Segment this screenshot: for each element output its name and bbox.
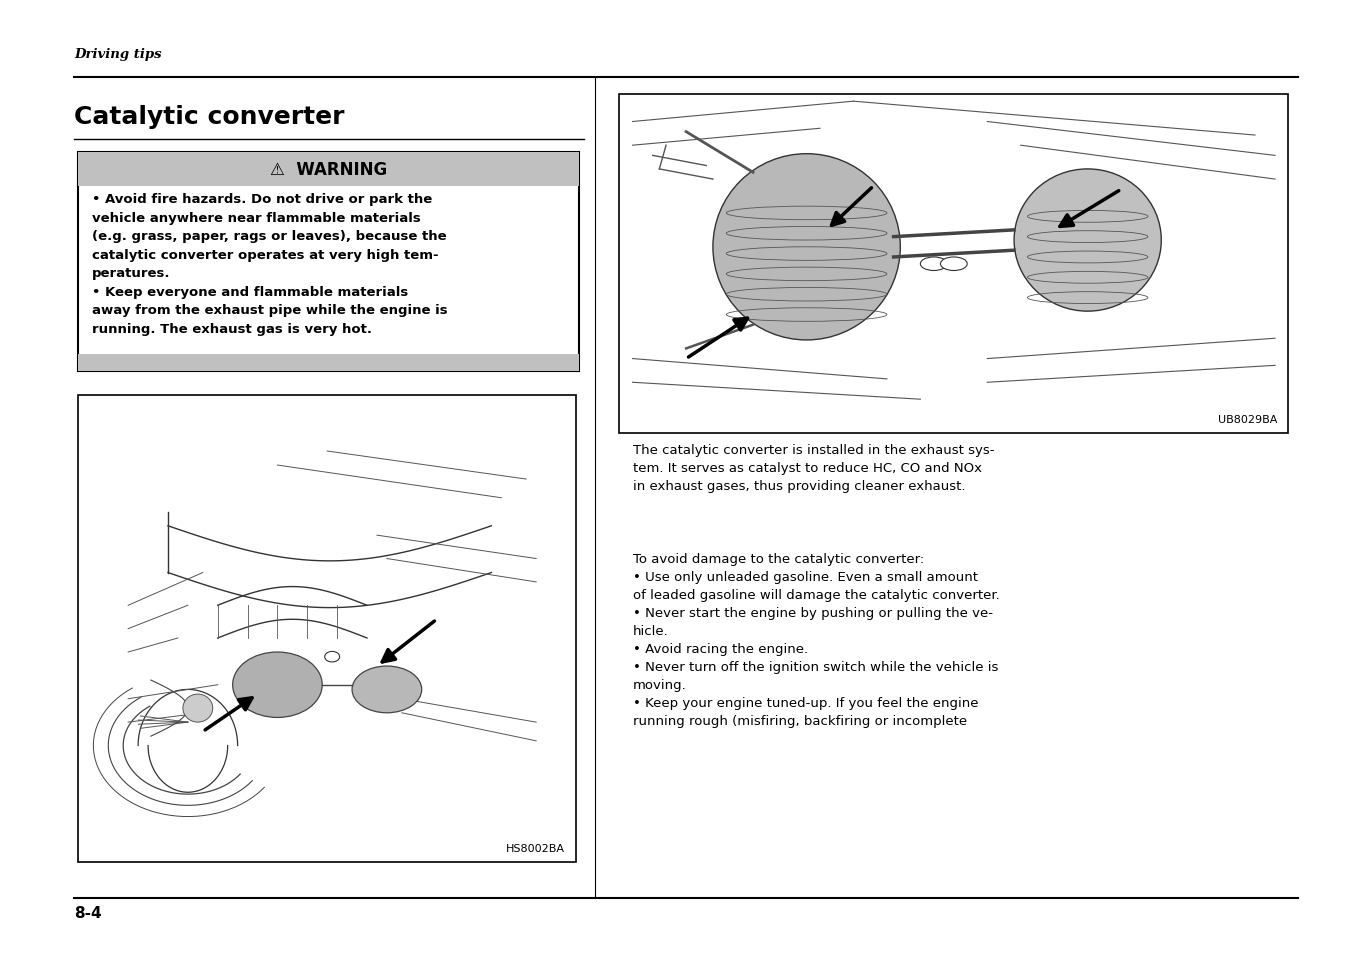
Ellipse shape xyxy=(1014,170,1161,312)
Ellipse shape xyxy=(352,666,422,713)
Text: Driving tips: Driving tips xyxy=(74,48,162,61)
Ellipse shape xyxy=(921,257,948,272)
Bar xyxy=(78,355,579,372)
Bar xyxy=(78,395,576,862)
Text: The catalytic converter is installed in the exhaust sys-
tem. It serves as catal: The catalytic converter is installed in … xyxy=(633,443,994,492)
Text: 8-4: 8-4 xyxy=(74,905,101,921)
Bar xyxy=(78,152,579,372)
Text: To avoid damage to the catalytic converter:
• Use only unleaded gasoline. Even a: To avoid damage to the catalytic convert… xyxy=(633,553,999,727)
Ellipse shape xyxy=(941,257,967,272)
Bar xyxy=(619,95,1288,434)
Ellipse shape xyxy=(233,652,322,718)
Bar xyxy=(78,152,579,187)
Text: • Avoid fire hazards. Do not drive or park the
vehicle anywhere near flammable m: • Avoid fire hazards. Do not drive or pa… xyxy=(92,193,448,335)
Text: HS8002BA: HS8002BA xyxy=(506,843,565,853)
Circle shape xyxy=(324,652,339,662)
Ellipse shape xyxy=(183,695,212,722)
Text: ⚠  WARNING: ⚠ WARNING xyxy=(270,160,387,178)
Text: UB8029BA: UB8029BA xyxy=(1218,415,1278,424)
Text: Catalytic converter: Catalytic converter xyxy=(74,105,345,129)
Ellipse shape xyxy=(713,154,900,340)
